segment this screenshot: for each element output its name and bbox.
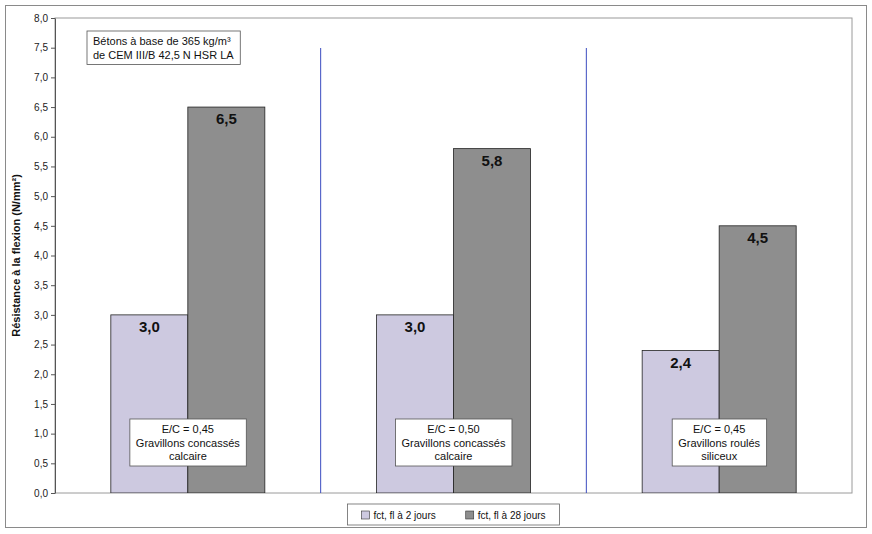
legend: fct, fl à 2 jours fct, fl à 28 jours <box>347 504 559 525</box>
chart: 0,0 0,5 1,0 1,5 2,0 2,5 3,0 3,5 4,0 4,5 5,0 5,5 6,0 6… <box>0 0 872 534</box>
tick-label: 1,5 <box>34 399 48 410</box>
category-label: E/C = 0,45Gravillons rouléssiliceux <box>678 423 760 462</box>
tick-mark <box>51 434 55 435</box>
legend-item: fct, fl à 2 jours <box>361 510 435 521</box>
separators <box>321 48 587 493</box>
category-label-box: E/C = 0,45Gravillons rouléssiliceux <box>672 419 766 466</box>
legend-label: fct, fl à 2 jours <box>373 510 435 521</box>
y-axis: 0,0 0,5 1,0 1,5 2,0 2,5 3,0 3,5 4,0 4,5 5,0 5,5 6,0 6… <box>34 13 55 499</box>
tick-label: 2,5 <box>34 339 48 350</box>
y-tick: 4,0 <box>34 250 55 261</box>
annotation: Bétons à base de 365 kg/m³de CEM III/B 4… <box>93 35 234 61</box>
tick-mark <box>51 226 55 227</box>
category-label-frame <box>672 419 766 466</box>
category-label-box: E/C = 0,45Gravillons concasséscalcaire <box>130 419 246 466</box>
group-separator <box>320 48 321 493</box>
tick-mark <box>51 404 55 405</box>
y-tick: 6,5 <box>34 102 55 113</box>
tick-mark <box>51 137 55 138</box>
category-labels: E/C = 0,45Gravillons concasséscalcaire E/… <box>130 419 767 466</box>
y-tick: 6,0 <box>34 131 55 142</box>
category-label-frame <box>130 419 246 466</box>
annotations: Bétons à base de 365 kg/m³de CEM III/B 4… <box>87 31 240 65</box>
tick-label: 6,0 <box>34 131 48 142</box>
tick-label: 3,5 <box>34 280 48 291</box>
tick-mark <box>51 345 55 346</box>
category-label-frame <box>396 419 512 466</box>
tick-mark <box>51 493 55 494</box>
tick-label: 2,0 <box>34 369 48 380</box>
y-tick: 0,0 <box>34 488 55 499</box>
legend-item: fct, fl à 28 jours <box>466 510 546 521</box>
y-tick: 1,0 <box>34 428 55 439</box>
tick-label: 8,0 <box>34 13 48 24</box>
tick-label: 0,0 <box>34 488 48 499</box>
axis-line <box>55 19 56 494</box>
tick-label: 7,0 <box>34 72 48 83</box>
tick-label: 4,5 <box>34 221 48 232</box>
data-label: 2,4 <box>670 354 692 371</box>
tick-label: 0,5 <box>34 458 48 469</box>
y-tick: 4,5 <box>34 221 55 232</box>
y-tick: 3,0 <box>34 310 55 321</box>
tick-label: 6,5 <box>34 102 48 113</box>
tick-mark <box>51 374 55 375</box>
tick-label: 3,0 <box>34 310 48 321</box>
annotation-frame <box>87 31 240 65</box>
category-label-box: E/C = 0,50Gravillons concasséscalcaire <box>396 419 512 466</box>
y-tick: 5,5 <box>34 161 55 172</box>
y-tick: 8,0 <box>34 13 55 24</box>
data-label: 3,0 <box>405 318 426 335</box>
legend-frame <box>347 504 559 525</box>
data-labels: 3,0 3,0 2,4 6,5 5,8 4,5 <box>139 110 768 370</box>
tick-mark <box>51 285 55 286</box>
tick-label: 4,0 <box>34 250 48 261</box>
category-label: E/C = 0,50Gravillons concasséscalcaire <box>402 423 506 462</box>
tick-mark <box>51 48 55 49</box>
y-tick: 1,5 <box>34 399 55 410</box>
category-label: E/C = 0,45Gravillons concasséscalcaire <box>136 423 240 462</box>
y-tick: 2,0 <box>34 369 55 380</box>
data-label: 5,8 <box>482 152 503 169</box>
bars <box>111 107 796 493</box>
group-separator <box>586 48 587 493</box>
data-label: 4,5 <box>747 229 768 246</box>
y-tick: 7,5 <box>34 42 55 53</box>
legend-swatch <box>361 511 369 519</box>
data-label: 3,0 <box>139 318 160 335</box>
y-tick: 3,5 <box>34 280 55 291</box>
tick-mark <box>51 196 55 197</box>
y-axis-title: Résistance à la flexion (N/mm²) <box>10 174 22 337</box>
annotation-box: Bétons à base de 365 kg/m³de CEM III/B 4… <box>87 31 240 65</box>
legend-swatch <box>466 511 474 519</box>
y-tick: 5,0 <box>34 191 55 202</box>
tick-mark <box>51 256 55 257</box>
tick-mark <box>51 166 55 167</box>
tick-mark <box>51 315 55 316</box>
legend-label: fct, fl à 28 jours <box>478 510 546 521</box>
data-label: 6,5 <box>216 110 237 127</box>
tick-mark <box>51 77 55 78</box>
tick-mark <box>51 18 55 19</box>
plot-frame <box>55 18 852 493</box>
tick-mark <box>51 107 55 108</box>
y-tick: 0,5 <box>34 458 55 469</box>
tick-label: 7,5 <box>34 42 48 53</box>
tick-label: 5,5 <box>34 161 48 172</box>
y-tick: 2,5 <box>34 339 55 350</box>
tick-label: 5,0 <box>34 191 48 202</box>
tick-label: 1,0 <box>34 428 48 439</box>
y-tick: 7,0 <box>34 72 55 83</box>
tick-mark <box>51 463 55 464</box>
outer-frame <box>6 6 867 528</box>
